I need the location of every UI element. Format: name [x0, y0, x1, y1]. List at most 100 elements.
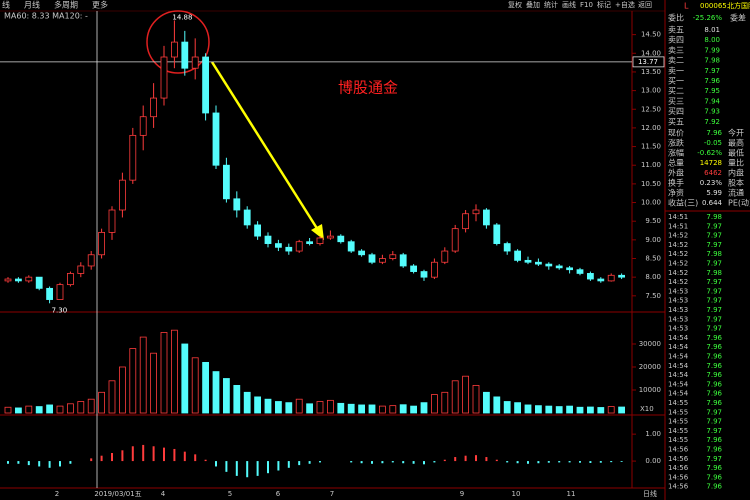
low-label: 7.30	[52, 306, 68, 314]
candle-body	[316, 237, 324, 244]
code-prefix: L	[684, 2, 689, 11]
tick-price: 7.98	[706, 250, 722, 258]
stat-label: 量比	[728, 158, 744, 168]
tick-price: 7.96	[706, 334, 722, 342]
volume-unit: X10	[640, 405, 654, 413]
y-tick-label: 7.50	[645, 292, 661, 300]
tick-time: 14:53	[668, 315, 688, 323]
tick-price: 7.96	[706, 436, 722, 444]
x-axis-label: 9	[460, 490, 464, 498]
tick-price: 7.96	[706, 362, 722, 370]
volume-bar	[212, 371, 220, 414]
stat-label: 外盘	[668, 168, 684, 178]
tick-price: 7.97	[706, 260, 722, 268]
toolbar-button[interactable]: 复权	[508, 0, 522, 9]
tick-time: 14:54	[668, 334, 689, 342]
candle-body	[35, 276, 43, 289]
tick-time: 14:52	[668, 260, 688, 268]
candle-body	[150, 97, 158, 118]
indicator-label: MA60: 8.33 MA120: -	[4, 12, 88, 21]
book-label: 买二	[668, 87, 684, 96]
candle-body	[378, 258, 386, 263]
toolbar-button[interactable]: 标记	[597, 0, 611, 9]
candle-body	[264, 235, 272, 244]
tick-price: 7.97	[706, 241, 722, 249]
x-axis-label: 2019/03/01五	[94, 490, 141, 498]
stat-label: PE(动)	[728, 198, 750, 208]
tick-price: 7.96	[706, 353, 722, 361]
tick-time: 14:54	[668, 353, 689, 361]
candle-body	[462, 213, 470, 230]
candle-body	[254, 224, 262, 237]
candle-body	[482, 209, 490, 226]
tick-time: 14:54	[668, 371, 689, 379]
tick-price: 7.97	[706, 306, 722, 314]
volume-bar	[222, 378, 230, 414]
tick-price: 7.97	[706, 232, 722, 240]
tick-time: 14:54	[668, 362, 689, 370]
toolbar-button[interactable]: 画线	[562, 0, 576, 9]
volume-bar	[472, 384, 480, 414]
x-axis-label: 11	[567, 490, 576, 498]
candle-body	[306, 241, 314, 244]
label: 委差	[730, 13, 746, 23]
tick-time: 14:55	[668, 418, 688, 426]
toolbar-button[interactable]: 叠加	[526, 0, 540, 9]
volume-bar	[389, 405, 397, 414]
stat-value: -0.05	[704, 139, 722, 147]
tick-price: 7.96	[706, 464, 722, 472]
book-label: 买一	[668, 77, 684, 86]
toolbar-item: 线	[2, 0, 10, 10]
volume-bar	[441, 391, 449, 414]
x-axis-label: 日线	[643, 489, 657, 498]
y-tick-label: 11.00	[641, 161, 661, 169]
stat-label: 净资	[668, 188, 684, 198]
tick-time: 14:56	[668, 473, 689, 481]
candle-body	[160, 56, 168, 99]
tick-price: 7.96	[706, 483, 722, 491]
stat-value: -0.62%	[697, 149, 722, 157]
candle-body	[77, 265, 85, 274]
watermark: 博股通金	[338, 79, 398, 97]
candle-body	[597, 278, 605, 282]
volume-bar	[129, 348, 137, 414]
y-tick-label: 12.50	[641, 105, 661, 113]
volume-bar	[150, 352, 158, 414]
candle-body	[503, 243, 511, 252]
volume-bar	[618, 406, 625, 414]
stat-label: 收益(三)	[668, 198, 698, 208]
volume-bar	[77, 401, 85, 414]
toolbar-button[interactable]: 统计	[544, 0, 558, 9]
candle-body	[56, 284, 64, 300]
tick-time: 14:52	[668, 232, 688, 240]
volume-bar	[347, 403, 355, 414]
stat-label: 总量	[668, 158, 684, 168]
toolbar-button[interactable]: +自选	[615, 0, 635, 9]
volume-bar	[4, 406, 12, 414]
y-tick-label: 30000	[639, 340, 661, 348]
candle-body	[555, 265, 563, 269]
toolbar-button[interactable]: 返回	[638, 1, 652, 9]
candle-body	[285, 246, 293, 252]
volume-bar	[514, 402, 521, 414]
tick-price: 7.98	[706, 269, 722, 277]
book-label: 卖二	[668, 56, 684, 65]
tick-time: 14:55	[668, 399, 688, 407]
y-tick-label: 10000	[639, 386, 661, 394]
candle-body	[212, 112, 220, 166]
stat-label: 内盘	[728, 168, 744, 178]
volume-bar	[545, 405, 553, 414]
candle-body	[202, 56, 210, 114]
candle-body	[295, 241, 303, 252]
y-tick-label: 20000	[639, 363, 661, 371]
volume-bar	[243, 391, 251, 414]
stat-value: 0.644	[702, 199, 723, 207]
toolbar-button[interactable]: F10	[580, 1, 593, 9]
tick-time: 14:52	[668, 269, 688, 277]
tick-time: 14:55	[668, 436, 688, 444]
tick-price: 7.98	[706, 213, 722, 221]
volume-bar	[98, 391, 105, 414]
y-tick-label: 12.00	[641, 124, 661, 132]
x-axis-label: 5	[228, 490, 232, 498]
